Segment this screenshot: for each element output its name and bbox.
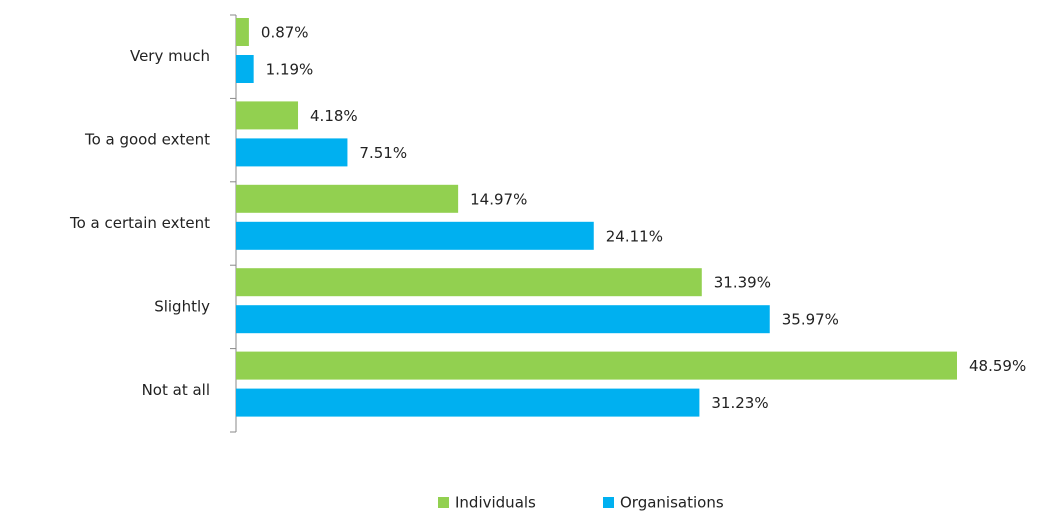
bar [236,18,249,46]
value-label: 24.11% [606,227,663,245]
bar [236,388,700,417]
bar [236,268,702,297]
legend-swatch [438,497,449,508]
bar [236,305,770,334]
value-label: 31.23% [711,394,768,412]
category-label: Slightly [154,297,210,315]
value-label: 35.97% [782,311,839,329]
bar [236,351,957,380]
value-label: 1.19% [266,61,314,79]
bar [236,55,254,83]
bar [236,221,594,250]
category-label: Very much [130,47,210,65]
legend-label: Individuals [455,494,536,512]
legend-label: Organisations [620,494,724,512]
category-label: To a certain extent [69,214,210,232]
category-label: To a good extent [84,131,210,149]
value-label: 4.18% [310,107,358,125]
value-label: 7.51% [359,144,407,162]
category-label: Not at all [142,381,210,399]
value-label: 14.97% [470,190,527,208]
legend-swatch [603,497,614,508]
value-label: 31.39% [714,274,771,292]
value-label: 0.87% [261,24,309,42]
bar [236,184,459,213]
bar [236,138,348,167]
value-label: 48.59% [969,357,1026,375]
bar [236,101,299,130]
